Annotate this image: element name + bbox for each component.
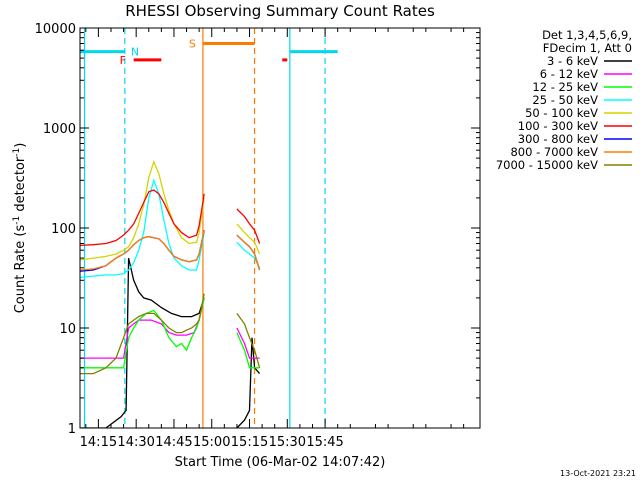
- legend-label-1: 6 - 12 keV: [540, 67, 598, 81]
- y-tick-label-2: 100: [51, 222, 76, 237]
- saa-flag-label: S: [189, 37, 196, 50]
- legend-header-line-2: FDecim 1, Att 0: [543, 41, 632, 55]
- x-tick-label-4: 15:15: [231, 435, 268, 450]
- y-tick-label-4: 10000: [35, 22, 76, 37]
- x-tick-label-2: 14:45: [155, 435, 192, 450]
- legend-label-7: 800 - 7000 keV: [510, 145, 598, 159]
- series-line-8: [80, 293, 261, 375]
- x-tick-label-1: 14:30: [117, 435, 154, 450]
- y-axis-label: Count Rate (s-1 detector-1): [12, 143, 28, 314]
- legend-label-4: 50 - 100 keV: [525, 106, 598, 120]
- y-tick-label-1: 10: [59, 322, 76, 337]
- y-tick-label-3: 1000: [43, 122, 76, 137]
- night-flag-label: N: [131, 46, 139, 59]
- legend-label-0: 3 - 6 keV: [547, 54, 598, 68]
- x-tick-label-3: 15:00: [193, 435, 230, 450]
- chart-title: RHESSI Observing Summary Count Rates: [125, 2, 435, 20]
- series-layer: [80, 159, 261, 428]
- legend-label-5: 100 - 300 keV: [518, 119, 598, 133]
- legend-label-8: 7000 - 15000 keV: [496, 158, 598, 172]
- legend-label-2: 12 - 25 keV: [532, 80, 598, 94]
- series-line-3: [80, 178, 261, 279]
- series-line-7: [80, 230, 261, 271]
- legend-label-6: 300 - 800 keV: [518, 132, 598, 146]
- series-line-4: [80, 159, 261, 261]
- flare-flag-label: F: [120, 54, 126, 67]
- footer-date: 13-Oct-2021 23:21: [560, 469, 636, 478]
- series-line-2: [80, 297, 260, 369]
- legend-label-3: 25 - 50 keV: [532, 93, 598, 107]
- legend-header-line-1: Det 1,3,4,5,6,9,: [542, 28, 632, 42]
- x-tick-label-5: 15:30: [269, 435, 306, 450]
- x-tick-label-6: 15:45: [306, 435, 343, 450]
- x-axis-label: Start Time (06-Mar-02 14:07:42): [175, 455, 386, 470]
- y-tick-label-0: 1: [68, 422, 76, 437]
- x-tick-label-0: 14:15: [80, 435, 117, 450]
- plot-frame: [79, 27, 481, 429]
- series-line-0: [80, 257, 261, 428]
- series-line-5: [80, 189, 261, 247]
